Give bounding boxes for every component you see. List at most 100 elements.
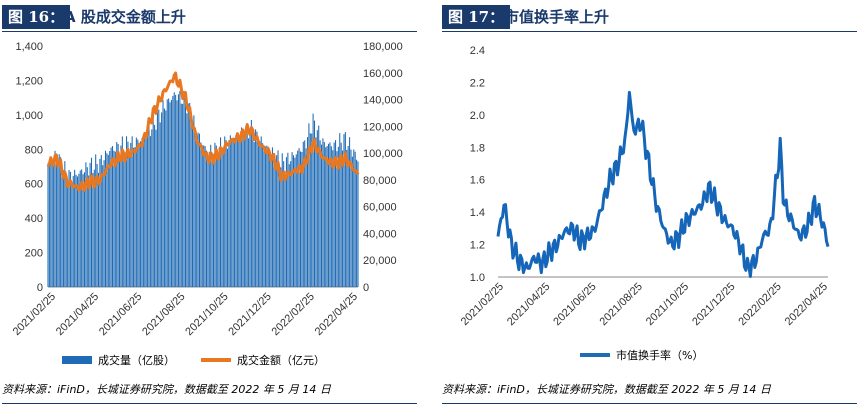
y-tick-label: 1.8 bbox=[470, 142, 485, 154]
volume-bar bbox=[85, 162, 87, 287]
volume-bar bbox=[197, 132, 199, 287]
volume-bar bbox=[349, 137, 351, 287]
x-tick-label: 2021/06/25 bbox=[551, 281, 598, 328]
volume-bar bbox=[344, 132, 346, 287]
volume-bar bbox=[95, 154, 97, 287]
volume-bar bbox=[92, 172, 94, 287]
volume-bar bbox=[278, 167, 280, 287]
volume-bar bbox=[194, 127, 196, 288]
volume-bar bbox=[149, 136, 151, 287]
volume-bar bbox=[88, 175, 90, 287]
y-right-tick-label: 180,000 bbox=[363, 41, 403, 53]
volume-bar bbox=[172, 95, 174, 287]
volume-bar bbox=[271, 147, 273, 287]
volume-bar bbox=[123, 150, 125, 287]
volume-bar bbox=[318, 125, 320, 288]
y-tick-label: 1.4 bbox=[470, 207, 485, 219]
volume-bar bbox=[281, 153, 283, 287]
right-source-note: 资料来源：iFinD，长城证券研究院，数据截至 2022 年 5 月 14 日 bbox=[442, 383, 771, 396]
volume-bar bbox=[356, 159, 358, 287]
volume-bar bbox=[74, 169, 76, 287]
volume-bar bbox=[347, 146, 349, 287]
volume-bar bbox=[166, 99, 168, 287]
volume-bar bbox=[236, 134, 238, 287]
volume-bar bbox=[210, 144, 212, 287]
x-tick-label: 2021/02/25 bbox=[11, 291, 58, 338]
volume-bar bbox=[162, 100, 164, 287]
volume-bar bbox=[225, 140, 227, 287]
x-tick-label: 2022/02/25 bbox=[736, 281, 783, 328]
volume-bar bbox=[353, 149, 355, 287]
volume-bar bbox=[156, 111, 158, 288]
y-right-tick-label: 160,000 bbox=[363, 68, 403, 80]
volume-bar bbox=[50, 159, 52, 287]
volume-bar bbox=[173, 92, 175, 287]
volume-bar bbox=[161, 112, 163, 288]
volume-bar bbox=[333, 142, 335, 287]
volume-bar bbox=[55, 158, 57, 287]
volume-bar bbox=[100, 154, 102, 287]
volume-bar bbox=[54, 150, 56, 287]
volume-bar bbox=[126, 136, 128, 287]
volume-bar bbox=[90, 157, 93, 287]
volume-bar bbox=[339, 133, 341, 287]
volume-bar bbox=[170, 99, 172, 287]
volume-bar bbox=[64, 161, 66, 287]
volume-bar bbox=[350, 149, 352, 287]
volume-bar bbox=[145, 138, 147, 287]
volume-bar bbox=[297, 150, 299, 287]
right-figure-title: 市值换手率上升 bbox=[504, 8, 610, 26]
left-title-bar: 图 16： A 股成交金额上升 bbox=[2, 5, 417, 32]
volume-bar bbox=[329, 142, 331, 287]
volume-bar bbox=[131, 136, 133, 287]
volume-bar bbox=[104, 150, 107, 287]
volume-bar bbox=[246, 123, 248, 287]
volume-bar bbox=[248, 138, 250, 287]
volume-bar bbox=[51, 164, 53, 287]
volume-bar bbox=[177, 94, 179, 287]
x-tick-label: 2021/04/25 bbox=[505, 281, 552, 328]
volume-bar bbox=[140, 141, 142, 287]
volume-bar bbox=[76, 176, 78, 287]
volume-bar bbox=[231, 140, 233, 287]
left-source-note: 资料来源：iFinD，长城证券研究院，数据截至 2022 年 5 月 14 日 bbox=[2, 383, 331, 396]
volume-bar bbox=[309, 133, 311, 287]
volume-bar bbox=[241, 127, 243, 287]
y-right-tick-label: 0 bbox=[363, 282, 369, 294]
volume-bar bbox=[249, 131, 251, 287]
volume-bar bbox=[346, 149, 348, 287]
volume-bar bbox=[205, 150, 208, 287]
volume-bar bbox=[96, 164, 98, 287]
right-chart: 1.01.21.41.61.82.02.22.42021/02/252021/0… bbox=[459, 45, 830, 328]
volume-bar bbox=[53, 159, 55, 287]
volume-bar bbox=[182, 103, 184, 287]
volume-bar bbox=[138, 143, 140, 287]
volume-bar bbox=[229, 135, 231, 287]
volume-bar bbox=[337, 146, 339, 287]
y-left-tick-label: 1,200 bbox=[15, 75, 43, 87]
volume-bar bbox=[62, 170, 64, 287]
y-tick-label: 1.6 bbox=[470, 175, 485, 187]
volume-bar bbox=[312, 113, 314, 287]
volume-bar bbox=[152, 115, 154, 288]
volume-bar bbox=[218, 147, 220, 287]
volume-bar bbox=[47, 163, 49, 287]
volume-bar bbox=[288, 164, 290, 287]
volume-bar bbox=[323, 142, 325, 287]
volume-bar bbox=[78, 173, 80, 287]
volume-bar bbox=[60, 157, 62, 287]
volume-bar bbox=[196, 138, 198, 287]
volume-bar bbox=[190, 122, 192, 287]
volume-bar bbox=[107, 154, 109, 287]
volume-bar bbox=[222, 151, 224, 287]
volume-bar bbox=[81, 169, 83, 287]
volume-bar bbox=[287, 152, 289, 287]
volume-bar bbox=[97, 172, 100, 287]
volume-bar bbox=[325, 147, 327, 287]
volume-bar bbox=[128, 154, 130, 287]
turnover-line bbox=[496, 90, 830, 278]
volume-bar bbox=[79, 170, 81, 287]
volume-bar bbox=[321, 144, 323, 287]
amount-legend-swatch bbox=[201, 358, 231, 362]
volume-bar bbox=[141, 138, 143, 287]
